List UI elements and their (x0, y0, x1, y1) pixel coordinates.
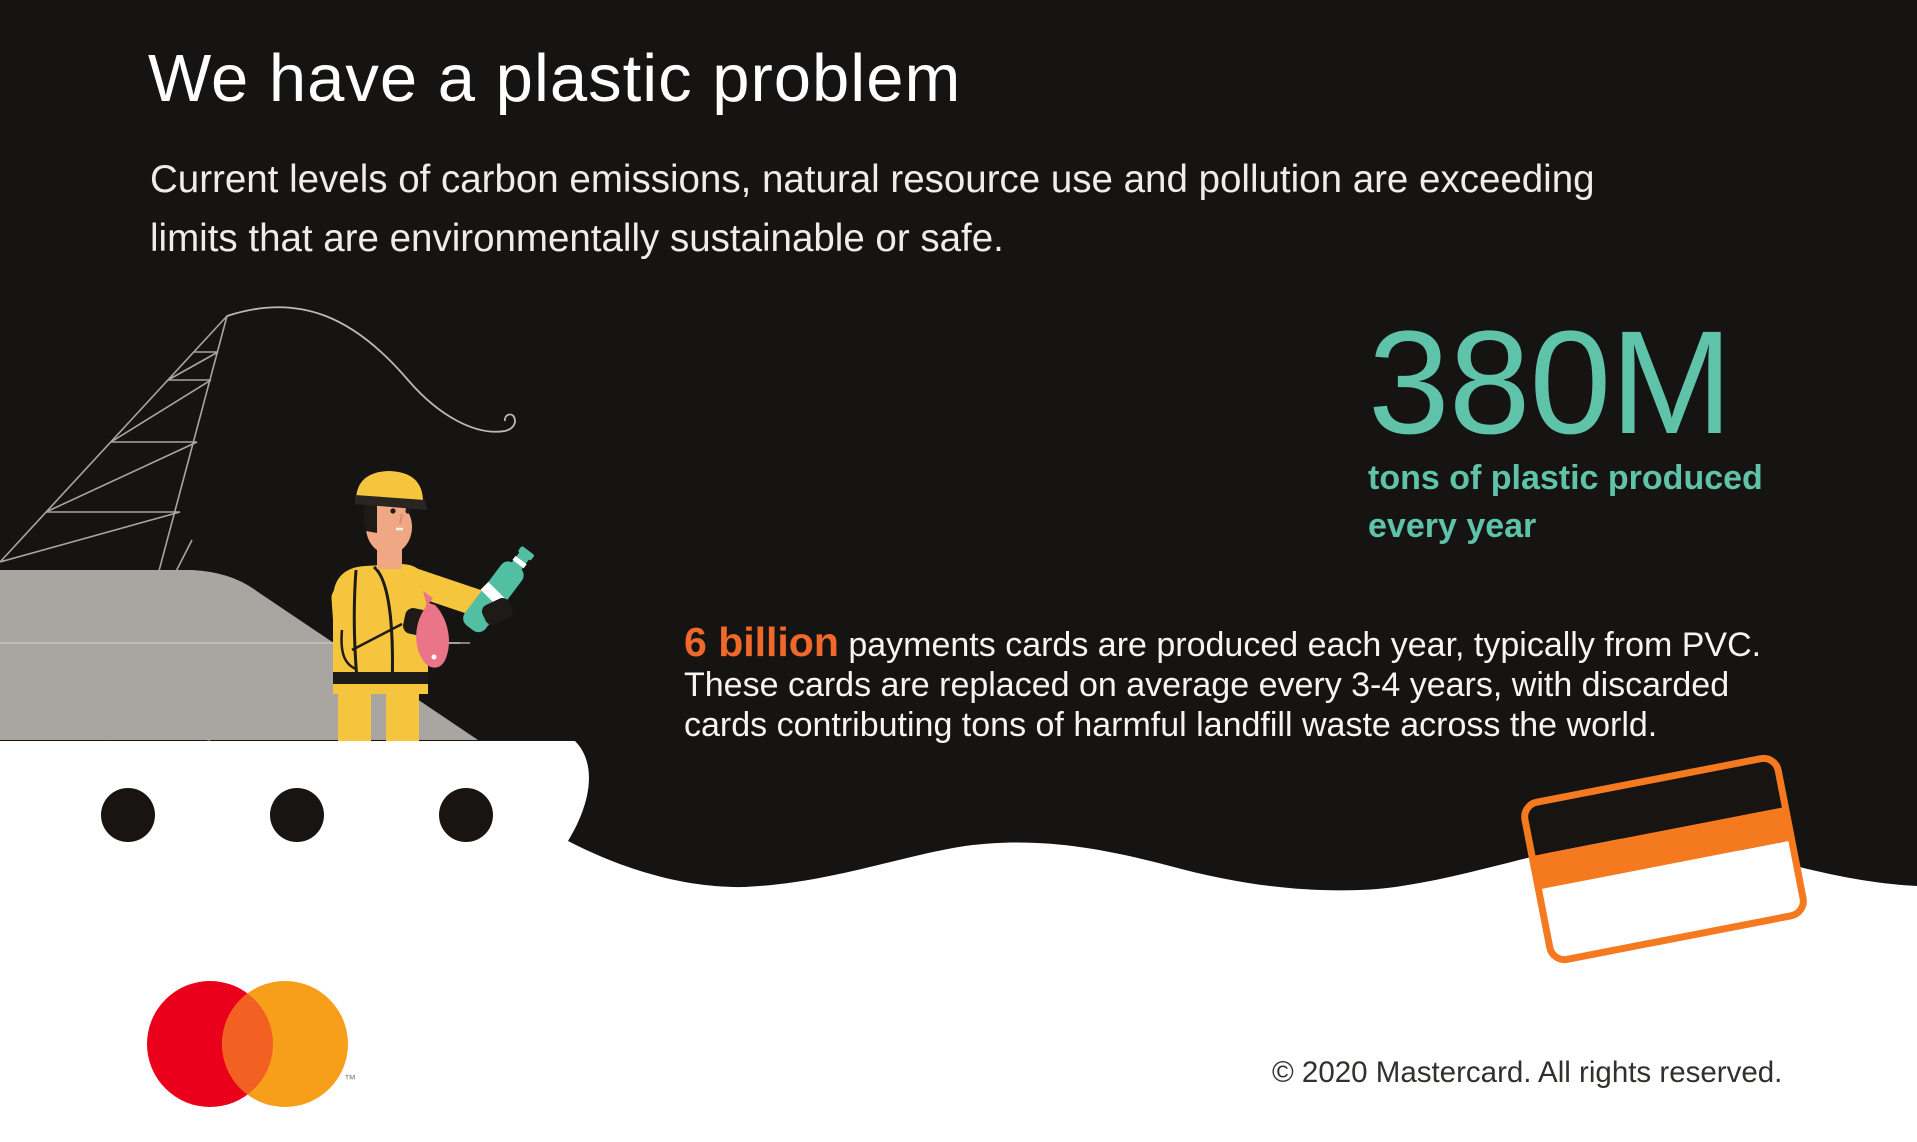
credit-card-icon (1521, 754, 1807, 964)
boat-hull-icon (101, 788, 493, 842)
stat-value: 380M (1368, 301, 1733, 465)
ocean-wave-icon (0, 741, 1917, 1142)
hard-hat-icon (355, 471, 427, 510)
subtitle-line: limits that are environmentally sustaina… (150, 217, 1004, 260)
callout-line: cards contributing tons of harmful landf… (684, 706, 1658, 744)
porthole-icon (270, 788, 324, 842)
porthole-icon (101, 788, 155, 842)
callout-line: 6 billion payments cards are produced ea… (684, 619, 1762, 665)
stat-label: tons of plastic produced every year (1368, 459, 1763, 545)
payment-cards-callout: 6 billion payments cards are produced ea… (684, 622, 1761, 745)
fish-icon (416, 591, 449, 668)
fisherman-icon (331, 471, 534, 750)
callout-line: These cards are replaced on average ever… (684, 666, 1730, 704)
subtitle-line: Current levels of carbon emissions, natu… (150, 158, 1595, 201)
page-title: We have a plastic problem (148, 41, 962, 116)
porthole-icon (439, 788, 493, 842)
mastercard-logo-icon (147, 981, 348, 1107)
copyright-notice: © 2020 Mastercard. All rights reserved. (1272, 1056, 1783, 1089)
callout-highlight: 6 billion (684, 619, 839, 665)
page-subtitle: Current levels of carbon emissions, natu… (150, 150, 1595, 268)
fishing-rod-icon (226, 306, 516, 433)
trademark-symbol: ™ (344, 1072, 357, 1086)
